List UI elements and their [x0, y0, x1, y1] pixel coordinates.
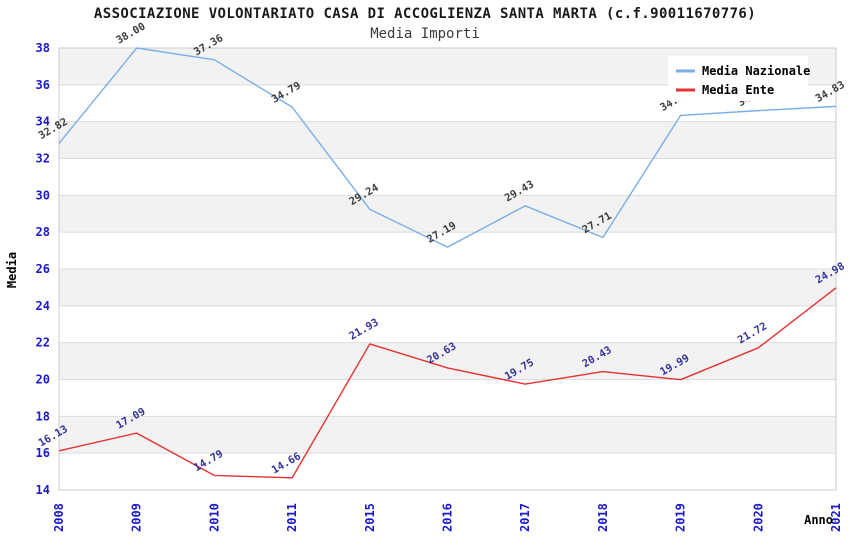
x-axis-title: Anno [804, 513, 833, 527]
y-tick-label: 34 [36, 115, 50, 129]
x-tick-label: 2016 [441, 503, 455, 532]
y-tick-label: 24 [36, 299, 50, 313]
x-tick-label: 2019 [674, 503, 688, 532]
data-label: 38.00 [114, 20, 147, 46]
x-tick-label: 2011 [285, 503, 299, 532]
grid-band [59, 269, 836, 306]
data-label: 14.66 [270, 450, 303, 476]
series-line-1 [58, 287, 837, 479]
x-tick-label: 2020 [751, 503, 765, 532]
y-tick-label: 22 [36, 336, 50, 350]
chart-subtitle: Media Importi [370, 26, 480, 42]
y-tick-label: 36 [36, 78, 50, 92]
x-tick-label: 2010 [207, 503, 221, 532]
grid-band [59, 121, 836, 159]
x-tick-label: 2018 [596, 503, 610, 532]
chart-title: ASSOCIAZIONE VOLONTARIATO CASA DI ACCOGL… [93, 6, 757, 22]
grid-band [59, 342, 836, 380]
legend-label-1: Media Ente [702, 83, 774, 97]
x-tick-label: 2009 [130, 503, 144, 532]
legend-label-0: Media Nazionale [702, 64, 810, 78]
grid-band [59, 195, 836, 233]
x-tick-label: 2017 [518, 503, 532, 532]
y-tick-label: 30 [36, 188, 50, 202]
y-tick-label: 18 [36, 409, 50, 423]
grid-band [59, 416, 836, 454]
y-axis-title: Media [5, 252, 19, 288]
x-tick-label: 2008 [52, 503, 66, 532]
legend-box [668, 56, 808, 101]
y-tick-label: 28 [36, 225, 50, 239]
plot-border [58, 47, 837, 491]
y-tick-label: 38 [36, 41, 50, 55]
y-tick-label: 26 [36, 262, 50, 276]
y-tick-label: 20 [36, 373, 50, 387]
data-label: 21.93 [347, 316, 380, 342]
series-line-0 [58, 47, 837, 248]
x-tick-label: 2015 [363, 503, 377, 532]
y-tick-label: 16 [36, 446, 50, 460]
y-tick-label: 32 [36, 152, 50, 166]
y-tick-label: 14 [36, 483, 50, 497]
x-tick-label: 2021 [829, 503, 843, 532]
